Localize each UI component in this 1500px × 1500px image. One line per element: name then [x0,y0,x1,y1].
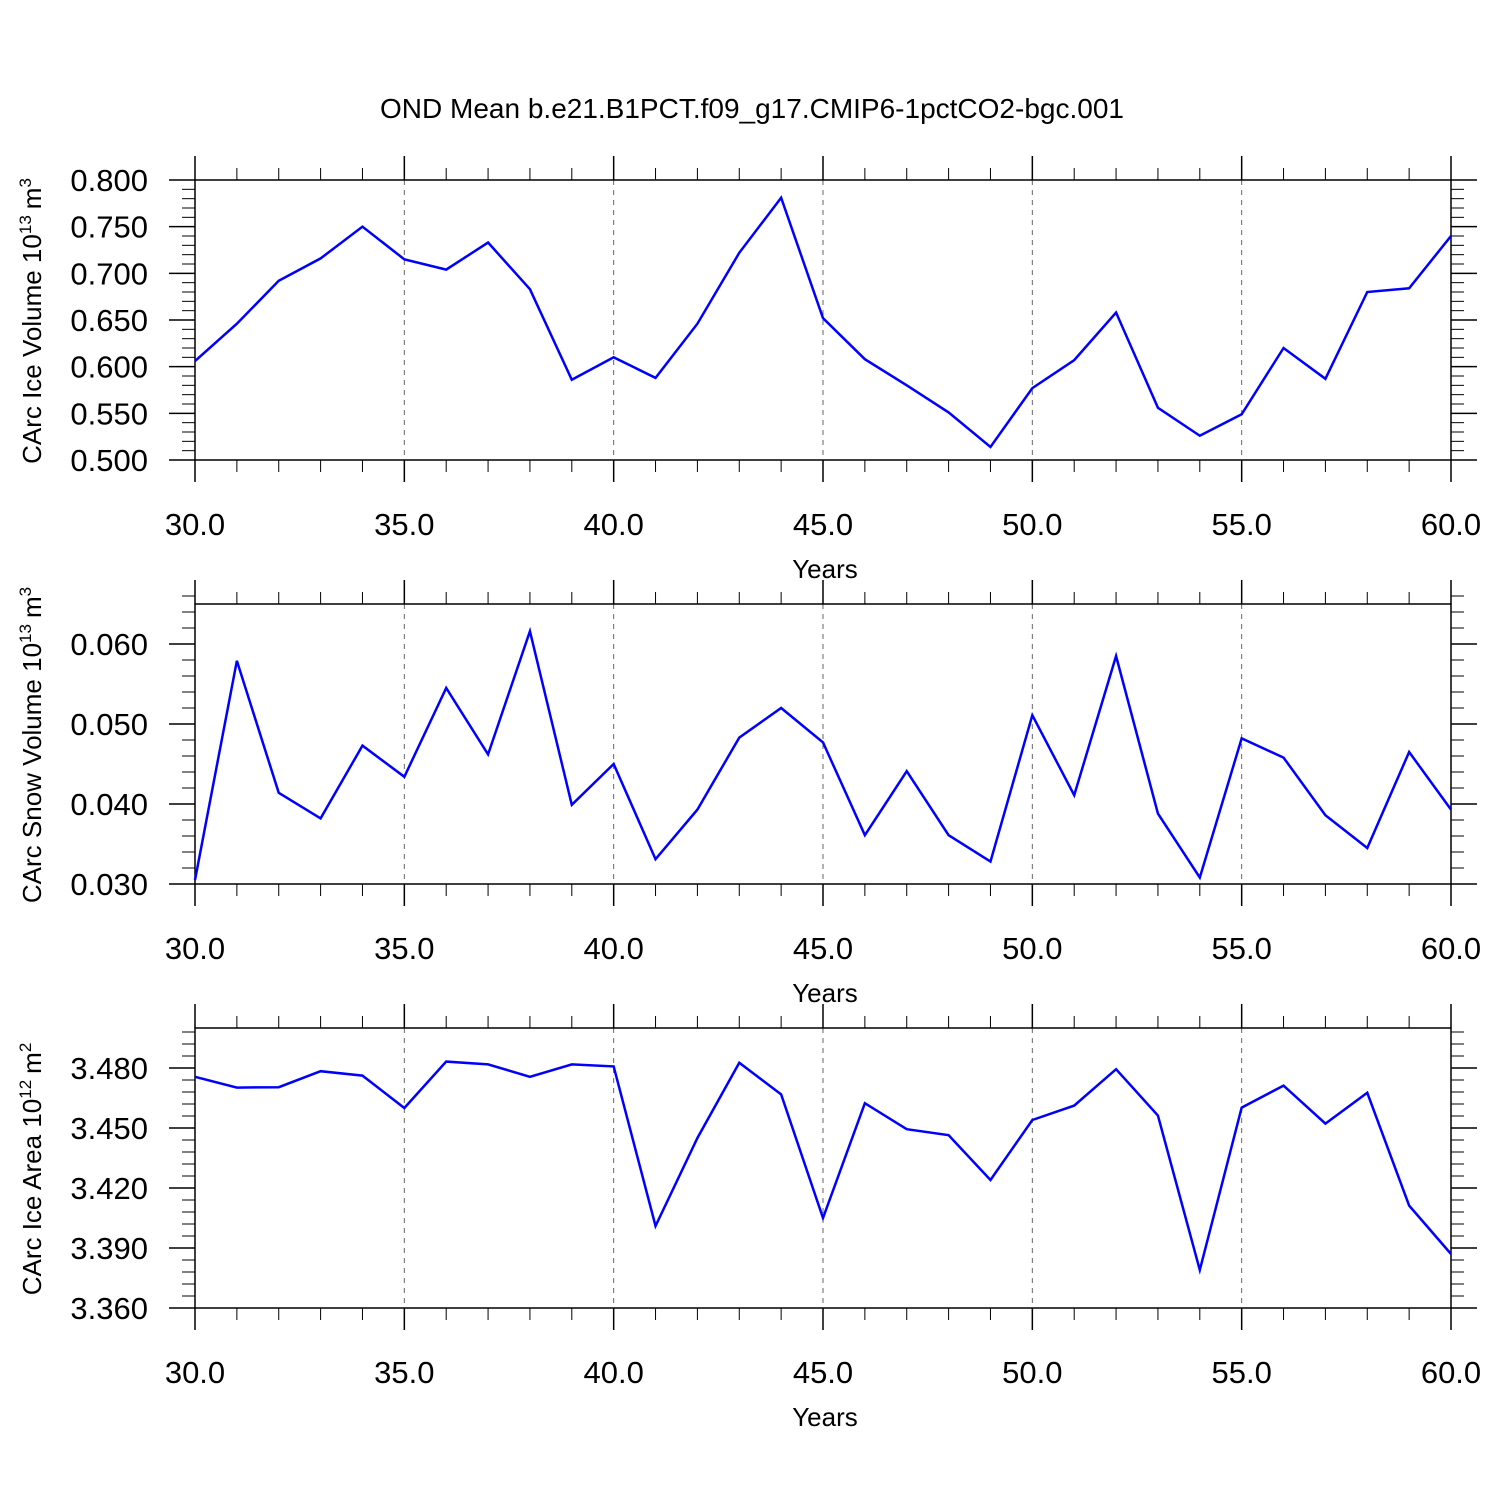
y-tick-label: 0.050 [70,707,148,742]
y-tick-label: 0.060 [70,627,148,662]
x-tick-label: 50.0 [1002,931,1062,966]
x-tick-label: 45.0 [793,931,853,966]
chart-panel-3: 30.0 35.0 40.0 45.0 50.0 55.0 60.0 3.360 3.390 3.… [16,1004,1481,1432]
x-tick-label: 60.0 [1421,931,1481,966]
y-tick-label: 0.700 [70,256,148,291]
x-tick-label: 30.0 [165,507,225,542]
x-tick-label: 30.0 [165,1355,225,1390]
y-tick-label: 0.750 [70,210,148,245]
figure-title: OND Mean b.e21.B1PCT.f09_g17.CMIP6-1pctC… [380,93,1124,124]
chart-panel-2: 30.0 35.0 40.0 45.0 50.0 55.0 60.0 0.030 0.040 0.… [16,580,1481,1008]
x-axis-label: Years [792,978,858,1008]
x-tick-label: 55.0 [1211,507,1271,542]
y-tick-label: 0.030 [70,867,148,902]
y-axis-label: CArc Ice Area 1012m2 [16,1043,47,1296]
y-tick-label: 0.040 [70,787,148,822]
x-tick-label: 60.0 [1421,507,1481,542]
y-tick-label: 3.360 [70,1291,148,1326]
y-tick-label: 0.600 [70,350,148,385]
x-tick-label: 40.0 [583,1355,643,1390]
y-tick-label: 0.500 [70,443,148,478]
x-tick-label: 35.0 [374,931,434,966]
x-tick-label: 55.0 [1211,1355,1271,1390]
x-tick-label: 40.0 [583,507,643,542]
y-tick-label: 3.480 [70,1051,148,1086]
x-tick-label: 50.0 [1002,507,1062,542]
x-tick-label: 45.0 [793,1355,853,1390]
x-tick-label: 30.0 [165,931,225,966]
x-tick-label: 55.0 [1211,931,1271,966]
x-tick-label: 35.0 [374,1355,434,1390]
x-tick-label: 50.0 [1002,1355,1062,1390]
y-tick-label: 3.450 [70,1111,148,1146]
x-tick-label: 35.0 [374,507,434,542]
x-tick-label: 40.0 [583,931,643,966]
x-axis-label: Years [792,1402,858,1432]
y-tick-label: 0.650 [70,303,148,338]
y-tick-label: 0.550 [70,396,148,431]
y-tick-label: 3.420 [70,1171,148,1206]
x-tick-label: 60.0 [1421,1355,1481,1390]
x-axis-label: Years [792,554,858,584]
y-tick-label: 3.390 [70,1231,148,1266]
chart-panel-1: 30.0 35.0 40.0 45.0 50.0 55.0 60.0 0.500 0.550 0.… [16,156,1481,584]
panels: 30.0 35.0 40.0 45.0 50.0 55.0 60.0 0.500 0.550 0.… [16,156,1481,1432]
x-tick-label: 45.0 [793,507,853,542]
y-axis-label: CArc Ice Volume 1013m3 [16,178,47,464]
y-axis-label: CArc Snow Volume 1013m3 [16,587,47,903]
y-tick-label: 0.800 [70,163,148,198]
